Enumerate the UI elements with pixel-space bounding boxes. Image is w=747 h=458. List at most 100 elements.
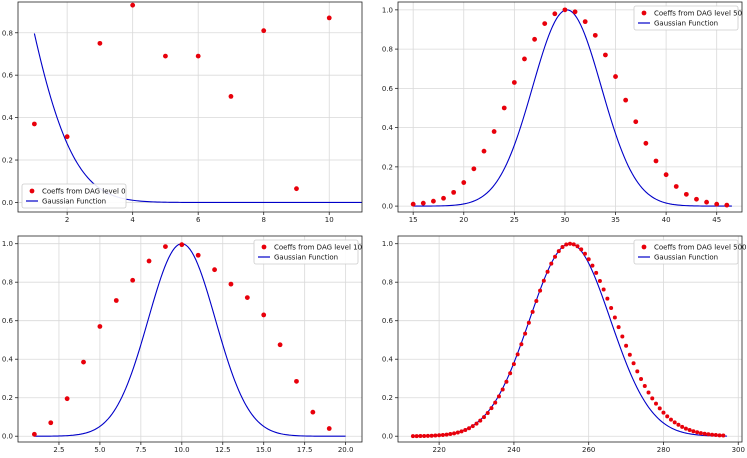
data-point [97, 324, 103, 329]
gaussian-curve [413, 9, 732, 207]
data-point [676, 422, 681, 427]
x-tick-label: 280 [657, 446, 670, 454]
y-tick-label: 0.4 [382, 356, 394, 364]
data-point [228, 93, 234, 99]
data-point [657, 406, 662, 411]
data-point [562, 7, 568, 13]
data-point [441, 195, 446, 201]
axes-frame [397, 235, 743, 443]
data-point [130, 277, 136, 283]
data-point [163, 244, 168, 249]
data-point [482, 415, 486, 420]
data-point [422, 433, 427, 438]
data-point [523, 331, 528, 336]
chart-panel-1: 2 4 6 8 10 0.0 0.2 0.4 0.6 0.8 Coeffs from DAG lev… [2, 1, 363, 224]
legend: Coeffs from DAG level 50 Gaussian Functio… [633, 5, 742, 31]
data-point [195, 252, 201, 258]
legend-marker-scatter [261, 244, 267, 250]
data-point [444, 432, 449, 437]
data-point [163, 53, 168, 59]
y-tick-label: 0.0 [382, 203, 393, 211]
x-tick-label: 10 [325, 216, 334, 224]
y-tick-label: 0.4 [382, 124, 394, 132]
legend-marker-scatter [641, 244, 647, 250]
data-point [683, 426, 688, 431]
legend-label-scatter: Coeffs from DAG level 0 [42, 188, 126, 196]
data-point [673, 184, 679, 189]
data-point [613, 74, 618, 79]
legend-label-scatter: Coeffs from DAG level 50 [654, 10, 742, 18]
data-point [474, 421, 479, 426]
legend-marker-scatter [641, 10, 647, 16]
data-point [501, 105, 507, 111]
axes-frame [17, 235, 363, 443]
data-point [590, 263, 595, 268]
data-point [64, 134, 70, 140]
gaussian-curve [412, 243, 728, 437]
data-point [541, 278, 546, 283]
data-point [612, 315, 617, 320]
data-point [478, 418, 483, 423]
data-point [530, 309, 535, 314]
data-point [653, 158, 659, 164]
legend-label-line: Gaussian Function [274, 254, 338, 262]
data-point [244, 295, 250, 301]
data-point [326, 15, 332, 21]
data-point [695, 430, 700, 435]
data-point [294, 378, 299, 384]
y-tick-label: 0.8 [2, 29, 13, 37]
data-point [511, 362, 516, 367]
data-point [564, 242, 569, 247]
legend: Coeffs from DAG level 500 Gaussian Functi… [633, 239, 747, 265]
data-point [511, 80, 517, 85]
data-point [500, 387, 505, 392]
data-point [113, 298, 119, 303]
data-point [212, 267, 217, 273]
data-point [663, 172, 669, 178]
data-point [48, 420, 54, 426]
data-point [582, 19, 588, 25]
data-point [545, 269, 550, 274]
y-tick-label: 0.0 [382, 433, 393, 441]
y-tick-label: 0.2 [382, 394, 393, 402]
data-point [481, 148, 487, 154]
data-point [627, 352, 632, 357]
legend-box [21, 183, 127, 209]
y-tick-label: 1.0 [2, 240, 13, 248]
data-point [277, 342, 283, 348]
x-tick-label: 40 [662, 216, 671, 224]
data-point [431, 198, 436, 204]
data-point [601, 287, 606, 292]
data-point [572, 9, 578, 15]
data-point [704, 199, 709, 205]
data-point [623, 97, 629, 103]
x-tick-label: 12.5 [215, 446, 231, 454]
data-point [616, 325, 621, 330]
data-point [455, 430, 460, 435]
x-tick-label: 30 [560, 216, 569, 224]
y-tick-label: 1.0 [382, 6, 393, 14]
data-point [698, 431, 703, 436]
x-tick-label: 2.5 [53, 446, 64, 454]
y-tick-label: 0.6 [382, 85, 394, 93]
data-point [694, 196, 699, 202]
data-point [31, 431, 37, 437]
data-point [592, 32, 598, 38]
data-point [542, 21, 548, 26]
data-point [179, 242, 185, 248]
data-point [489, 406, 494, 411]
x-tick-label: 4 [130, 216, 135, 224]
data-point [721, 433, 726, 438]
y-tick-label: 0.0 [2, 199, 13, 207]
y-tick-label: 0.8 [382, 46, 393, 54]
data-point [624, 343, 629, 348]
x-tick-label: 35 [611, 216, 620, 224]
data-point [532, 36, 537, 42]
data-point [515, 352, 520, 357]
data-point [146, 258, 152, 264]
data-point [463, 427, 468, 432]
data-point [228, 281, 234, 287]
legend-box [633, 5, 739, 31]
